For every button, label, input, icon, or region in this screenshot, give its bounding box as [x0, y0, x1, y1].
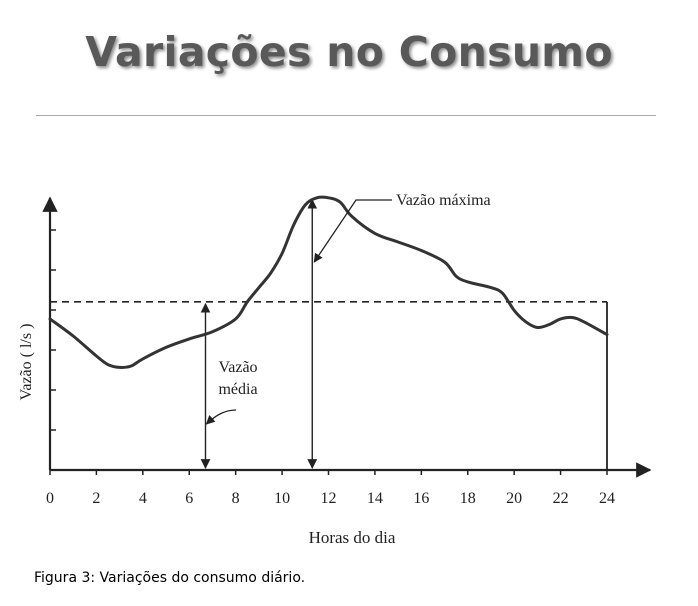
y-axis-label: Vazão ( l/s )	[18, 324, 35, 401]
x-tick-label: 10	[274, 490, 290, 507]
max-flow-label: Vazão máxima	[396, 192, 491, 209]
avg-flow-leader	[205, 409, 237, 425]
x-tick-label: 24	[599, 490, 615, 507]
x-tick-label: 2	[92, 490, 100, 507]
title-divider	[36, 115, 656, 116]
x-tick-label: 6	[185, 490, 193, 507]
x-tick-label: 4	[139, 490, 147, 507]
annotation-leaders	[205, 199, 392, 425]
figure-caption: Figura 3: Variações do consumo diário.	[34, 570, 306, 586]
x-tick-label: 12	[321, 490, 337, 507]
x-tick-label: 20	[506, 490, 522, 507]
average-flow-markers	[50, 301, 608, 470]
max-flow-leader	[313, 199, 392, 263]
axis-ticks: 0 2 4 6 8 10 12 14 16 18 20 22 24	[46, 229, 615, 507]
x-tick-label: 0	[46, 490, 54, 507]
x-tick-label: 14	[367, 490, 383, 507]
avg-flow-label-line1: Vazão	[218, 359, 257, 376]
flow-curve	[48, 195, 609, 369]
x-tick-label: 16	[413, 490, 429, 507]
flow-chart: 0 2 4 6 8 10 12 14 16 18 20 22 24 Vazão ( l/s ) Hora…	[18, 192, 652, 547]
x-tick-label: 18	[460, 490, 476, 507]
x-tick-label: 22	[553, 490, 569, 507]
axes	[42, 196, 652, 478]
x-tick-label: 8	[232, 490, 240, 507]
slide-title: Variações no Consumo	[85, 28, 613, 76]
avg-flow-label-line2: média	[218, 381, 257, 398]
x-axis-label: Horas do dia	[309, 528, 396, 547]
